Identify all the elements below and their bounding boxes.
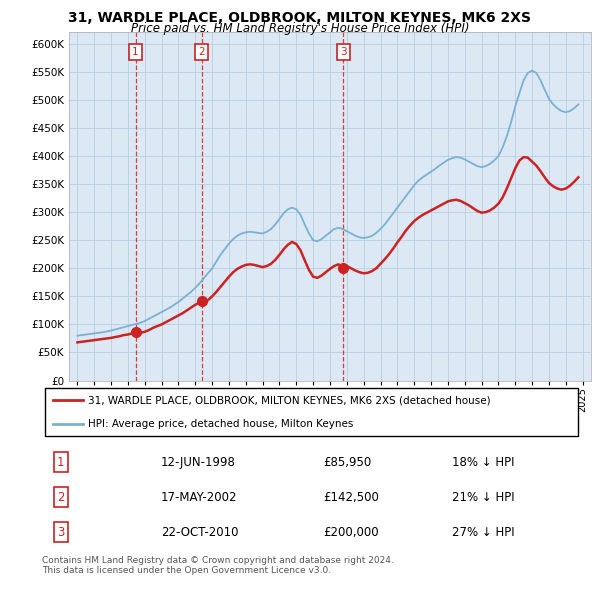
Text: 3: 3 [57, 526, 65, 539]
Text: HPI: Average price, detached house, Milton Keynes: HPI: Average price, detached house, Milt… [88, 419, 353, 430]
Text: 1: 1 [57, 455, 65, 468]
Text: Price paid vs. HM Land Registry's House Price Index (HPI): Price paid vs. HM Land Registry's House … [131, 22, 469, 35]
Text: 2: 2 [57, 490, 65, 504]
FancyBboxPatch shape [45, 388, 578, 435]
Text: 31, WARDLE PLACE, OLDBROOK, MILTON KEYNES, MK6 2XS: 31, WARDLE PLACE, OLDBROOK, MILTON KEYNE… [68, 11, 532, 25]
Text: 21% ↓ HPI: 21% ↓ HPI [452, 490, 515, 504]
Text: Contains HM Land Registry data © Crown copyright and database right 2024.
This d: Contains HM Land Registry data © Crown c… [42, 556, 394, 575]
Text: 27% ↓ HPI: 27% ↓ HPI [452, 526, 515, 539]
Text: £142,500: £142,500 [323, 490, 379, 504]
Text: £200,000: £200,000 [323, 526, 379, 539]
Text: 12-JUN-1998: 12-JUN-1998 [161, 455, 236, 468]
Text: 2: 2 [198, 47, 205, 57]
Text: 18% ↓ HPI: 18% ↓ HPI [452, 455, 515, 468]
Text: 31, WARDLE PLACE, OLDBROOK, MILTON KEYNES, MK6 2XS (detached house): 31, WARDLE PLACE, OLDBROOK, MILTON KEYNE… [88, 395, 491, 405]
Text: 17-MAY-2002: 17-MAY-2002 [161, 490, 238, 504]
Text: 22-OCT-2010: 22-OCT-2010 [161, 526, 238, 539]
Text: 1: 1 [132, 47, 139, 57]
Text: 3: 3 [340, 47, 347, 57]
Text: £85,950: £85,950 [323, 455, 371, 468]
